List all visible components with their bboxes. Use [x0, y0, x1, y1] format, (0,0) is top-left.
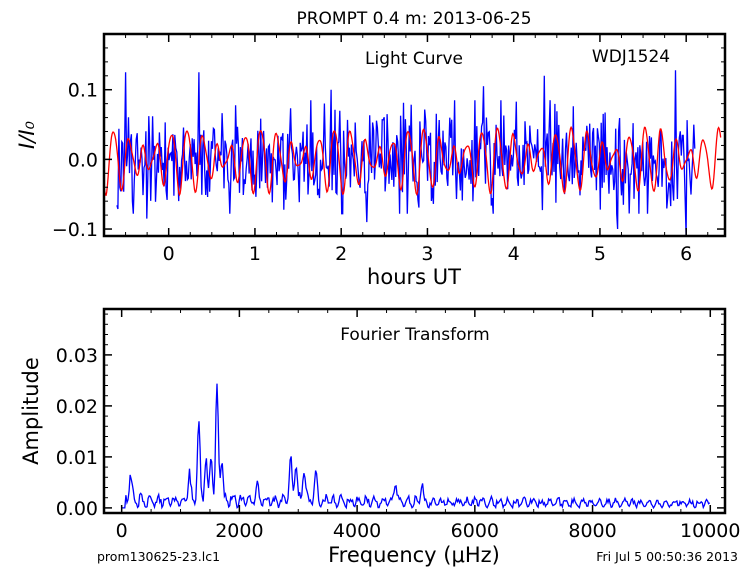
x-tick-label: 0	[116, 520, 128, 542]
x-tick-label: 2	[335, 243, 347, 265]
light-curve-ylabel: I/I₀	[15, 120, 39, 148]
fourier-spectrum-line	[121, 383, 711, 510]
fourier-annotation: Fourier Transform	[340, 325, 489, 345]
x-tick-label: 10000	[680, 520, 740, 542]
fourier-xlabel: Frequency (μHz)	[328, 543, 500, 567]
y-tick-label: 0.02	[56, 396, 98, 418]
footer-timestamp: Fri Jul 5 00:50:36 2013	[596, 549, 738, 564]
x-tick-label: 4000	[333, 520, 381, 542]
light-curve-ticks: 0 1 2 3 4 5 6 −0.1 0.0 0.1	[52, 33, 725, 265]
x-tick-label: 1	[249, 243, 261, 265]
x-tick-label: 2000	[215, 520, 263, 542]
y-tick-label: 0.01	[56, 447, 98, 469]
object-label: WDJ1524	[592, 47, 670, 67]
light-curve-model-line	[103, 125, 722, 197]
light-curve-series-group	[103, 70, 722, 237]
fourier-frame	[102, 307, 727, 515]
x-tick-label: 8000	[568, 520, 616, 542]
fourier-ticks: 0 2000 4000 6000 8000 10000 0.00 0.01 0.02 0.03	[56, 309, 741, 542]
light-curve-xlabel: hours UT	[367, 265, 461, 289]
light-curve-annotation: Light Curve	[365, 49, 463, 69]
x-tick-label: 5	[594, 243, 606, 265]
light-curve-observed-line	[116, 70, 696, 237]
light-curve-frame	[102, 32, 727, 238]
y-tick-label: 0.0	[68, 149, 98, 171]
light-curve-axes: 0 1 2 3 4 5 6 −0.1 0.0 0.1 Light Curve WDJ1524 ho…	[15, 32, 727, 289]
y-tick-label: 0.03	[56, 345, 98, 367]
figure-title: PROMPT 0.4 m: 2013-06-25	[296, 9, 531, 29]
x-tick-label: 6000	[451, 520, 499, 542]
y-tick-label: −0.1	[52, 219, 98, 241]
fourier-axes: 0 2000 4000 6000 8000 10000 0.00 0.01 0.02 0.03 F…	[19, 307, 741, 567]
fourier-ylabel: Amplitude	[19, 357, 43, 465]
y-tick-label: 0.1	[68, 80, 98, 102]
y-tick-label: 0.00	[56, 498, 98, 520]
x-tick-label: 6	[680, 243, 692, 265]
x-tick-label: 3	[421, 243, 433, 265]
x-tick-label: 4	[508, 243, 520, 265]
fourier-series-group	[121, 383, 711, 510]
footer-filename: prom130625-23.lc1	[97, 549, 220, 564]
x-tick-label: 0	[163, 243, 175, 265]
